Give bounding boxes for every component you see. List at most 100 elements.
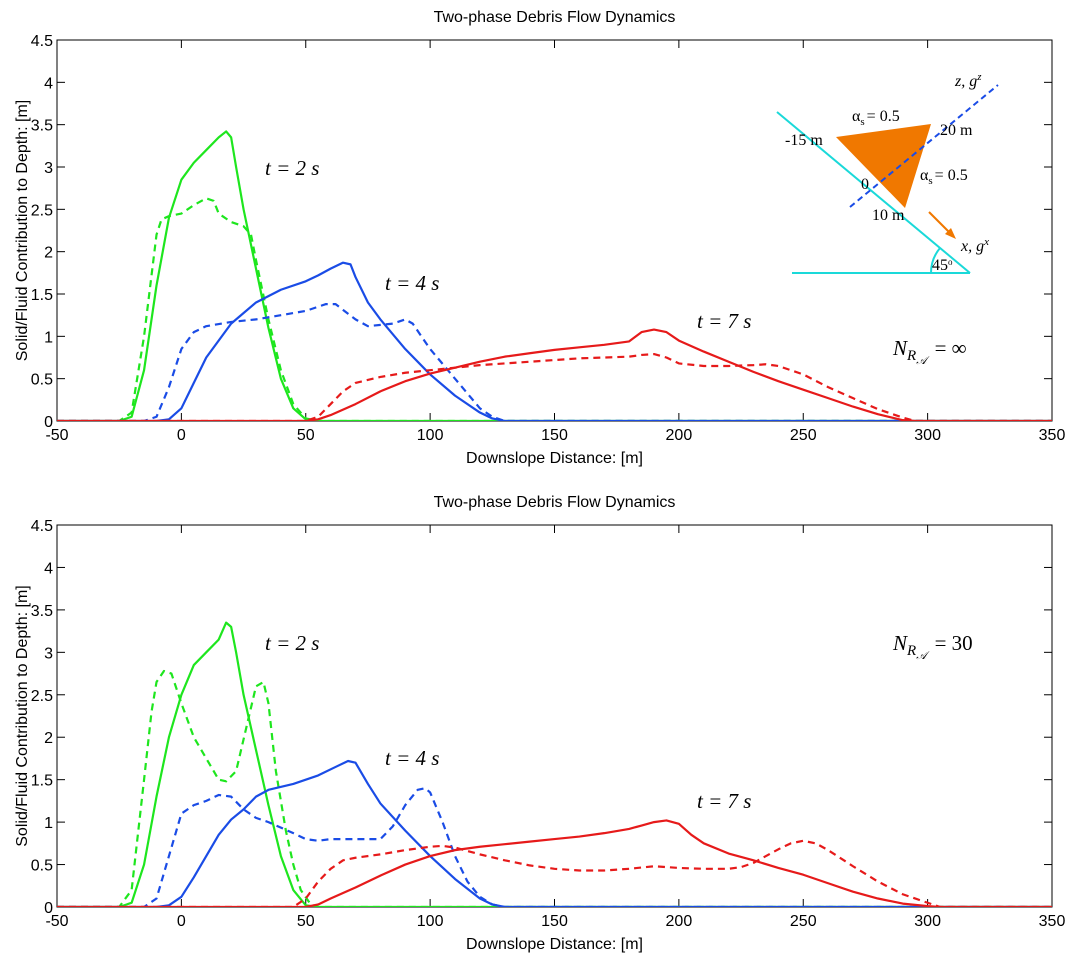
inset-label: x, g xyxy=(960,238,984,255)
chart-title: Two-phase Debris Flow Dynamics xyxy=(434,9,676,26)
annotation-part: = ∞ xyxy=(935,336,967,360)
x-tick-label: 100 xyxy=(417,427,444,444)
y-axis-label: Solid/Fluid Contribution to Depth: [m] xyxy=(14,100,31,361)
x-tick-label: 250 xyxy=(790,427,817,444)
x-tick-label: 0 xyxy=(177,913,186,930)
y-tick-label: 4 xyxy=(44,560,53,577)
y-tick-label: 4.5 xyxy=(31,33,53,50)
inset-arrow-head xyxy=(945,228,956,239)
inset-label: αs = 0.5 xyxy=(920,167,968,187)
y-tick-label: 2.5 xyxy=(31,688,53,705)
x-tick-label: 250 xyxy=(790,913,817,930)
y-tick-label: 2 xyxy=(44,730,53,747)
x-tick-label: 150 xyxy=(541,427,568,444)
x-tick-label: -50 xyxy=(45,913,68,930)
y-tick-label: 3 xyxy=(44,160,53,177)
y-tick-label: 0 xyxy=(44,414,53,431)
plot-frame xyxy=(56,524,1053,908)
data-line xyxy=(57,839,1052,907)
annotation: NR𝒜 = 30 xyxy=(892,631,973,662)
x-tick-label: 200 xyxy=(666,427,693,444)
x-axis-label: Downslope Distance: [m] xyxy=(466,450,643,467)
inset-slope xyxy=(776,111,971,274)
x-tick-label: 100 xyxy=(417,913,444,930)
inset-label: = 0.5 xyxy=(867,108,900,125)
x-tick-label: 50 xyxy=(297,913,315,930)
inset-label: z xyxy=(976,71,982,83)
y-tick-label: 0.5 xyxy=(31,858,53,875)
inset-label: o xyxy=(948,257,953,267)
inset-label: s xyxy=(928,175,932,187)
x-tick-label: 150 xyxy=(541,913,568,930)
x-tick-label: 300 xyxy=(914,427,941,444)
inset-label: x xyxy=(983,236,989,248)
inset-label: 45o xyxy=(932,257,953,274)
annotation-part: R xyxy=(906,348,916,364)
inset-mass xyxy=(836,124,931,208)
y-tick-label: 2 xyxy=(44,245,53,262)
data-line xyxy=(57,621,1052,907)
panel: Two-phase Debris Flow Dynamics Downslope … xyxy=(14,9,1065,467)
y-tick-label: 0 xyxy=(44,900,53,917)
inset-label: αs = 0.5 xyxy=(852,108,900,128)
inset-label: -15 m xyxy=(785,132,823,149)
y-axis-label: Solid/Fluid Contribution to Depth: [m] xyxy=(14,585,31,846)
data-line xyxy=(57,353,1052,421)
inset-label: z, gz xyxy=(954,71,982,90)
x-axis-label: Downslope Distance: [m] xyxy=(466,936,643,953)
x-tick-label: -50 xyxy=(45,427,68,444)
data-line xyxy=(57,787,1052,907)
annotation: t = 4 s xyxy=(385,271,439,295)
x-tick-label: 200 xyxy=(666,913,693,930)
x-tick-label: 0 xyxy=(177,427,186,444)
y-tick-label: 1 xyxy=(44,815,53,832)
inset-angle-arc xyxy=(929,247,941,274)
inset-label: 10 m xyxy=(872,207,905,224)
annotation-part: R xyxy=(906,643,916,659)
y-tick-label: 3.5 xyxy=(31,118,53,135)
data-line xyxy=(57,669,1052,907)
inset-label: 45 xyxy=(932,257,948,274)
annotation: NR𝒜 = ∞ xyxy=(892,336,967,367)
y-tick-label: 2.5 xyxy=(31,202,53,219)
inset-z-axis xyxy=(849,84,999,208)
annotation-part: N xyxy=(892,336,908,360)
x-tick-label: 350 xyxy=(1039,913,1066,930)
inset-diagram: αs = 0.5 -15 m 20 m 0 αs = 0.5 10 m x, gx … xyxy=(776,71,999,274)
inset-label: 20 m xyxy=(940,122,973,139)
chart-title: Two-phase Debris Flow Dynamics xyxy=(434,494,676,511)
plot-frame xyxy=(56,39,1053,422)
annotation: t = 2 s xyxy=(265,156,319,180)
y-tick-label: 3 xyxy=(44,645,53,662)
x-tick-label: 300 xyxy=(914,913,941,930)
data-line xyxy=(57,197,1052,421)
annotation: t = 7 s xyxy=(697,789,751,813)
y-tick-label: 1.5 xyxy=(31,287,53,304)
annotation-part: N xyxy=(892,631,908,655)
data-line xyxy=(57,759,1052,907)
y-tick-label: 1.5 xyxy=(31,773,53,790)
annotation: t = 2 s xyxy=(265,631,319,655)
annotation-part: 𝒜 xyxy=(916,650,930,662)
annotation: t = 4 s xyxy=(385,746,439,770)
annotation-part: 𝒜 xyxy=(916,355,930,367)
y-tick-label: 3.5 xyxy=(31,603,53,620)
data-line xyxy=(57,303,1052,421)
data-line xyxy=(57,261,1052,421)
y-tick-label: 4 xyxy=(44,75,53,92)
data-line xyxy=(57,130,1052,421)
data-line xyxy=(57,328,1052,421)
annotation-part: = 30 xyxy=(935,631,973,655)
y-tick-label: 0.5 xyxy=(31,372,53,389)
inset-label: z, g xyxy=(954,73,977,90)
inset-label: 0 xyxy=(861,176,869,193)
inset-label: x, gx xyxy=(960,236,989,255)
y-tick-label: 4.5 xyxy=(31,518,53,535)
inset-label: s xyxy=(860,116,864,128)
inset-label: = 0.5 xyxy=(935,167,968,184)
y-tick-label: 1 xyxy=(44,329,53,346)
annotation: t = 7 s xyxy=(697,309,751,333)
inset-label: α xyxy=(920,167,929,184)
